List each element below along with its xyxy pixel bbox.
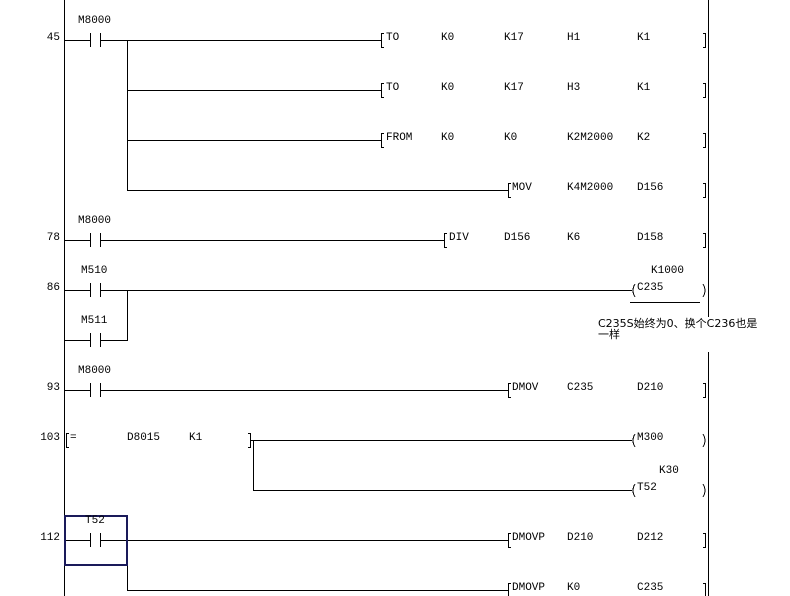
- operand: D156: [504, 232, 531, 244]
- step-number: 103: [40, 432, 60, 444]
- contact-label[interactable]: M8000: [78, 15, 112, 27]
- rung-78: [64, 233, 706, 248]
- operand: K1: [637, 82, 651, 94]
- operand: D210: [637, 382, 664, 394]
- coil-label[interactable]: M300: [637, 432, 664, 444]
- operand: K17: [504, 32, 524, 44]
- instruction[interactable]: TO: [386, 82, 400, 94]
- operand: K2: [637, 132, 651, 144]
- contact-label[interactable]: M511: [81, 315, 108, 327]
- rung-86: [64, 283, 706, 347]
- step-number: 112: [40, 532, 60, 544]
- instruction[interactable]: DIV: [449, 232, 469, 244]
- step-number: 93: [46, 382, 60, 394]
- operand: K0: [441, 82, 455, 94]
- coil-label[interactable]: T52: [637, 482, 657, 494]
- operand: K1: [637, 32, 651, 44]
- contact-label[interactable]: M510: [81, 265, 108, 277]
- contact-label[interactable]: M8000: [78, 215, 112, 227]
- step-number: 86: [46, 282, 60, 294]
- instruction[interactable]: DMOV: [512, 382, 539, 394]
- operand: H1: [567, 32, 581, 44]
- operand: K0: [441, 32, 455, 44]
- rung-112: [64, 533, 706, 596]
- operand: H3: [567, 82, 581, 94]
- coil-setting: K1000: [651, 265, 685, 277]
- operand: K17: [504, 82, 524, 94]
- instruction[interactable]: FROM: [386, 132, 413, 144]
- operand: K4M2000: [567, 182, 614, 194]
- rung-45: [64, 33, 706, 198]
- operand: K2M2000: [567, 132, 614, 144]
- operand: K1: [189, 432, 203, 444]
- selection-cursor[interactable]: [64, 515, 128, 566]
- instruction[interactable]: TO: [386, 32, 400, 44]
- operand: D212: [637, 532, 664, 544]
- step-number: 78: [46, 232, 60, 244]
- operand: D158: [637, 232, 664, 244]
- operand: K0: [504, 132, 518, 144]
- instruction[interactable]: MOV: [512, 182, 532, 194]
- operand: D8015: [127, 432, 161, 444]
- contact-label[interactable]: M8000: [78, 365, 112, 377]
- compare-operator[interactable]: =: [70, 432, 77, 444]
- step-number: 45: [46, 32, 60, 44]
- instruction[interactable]: DMOVP: [512, 582, 546, 594]
- rung-comment: C235S始终为0、换个C236也是一样: [598, 317, 758, 341]
- operand: C235: [567, 382, 594, 394]
- coil-label[interactable]: C235: [637, 282, 664, 294]
- operand: D156: [637, 182, 664, 194]
- operand: K6: [567, 232, 581, 244]
- rung-103: [66, 433, 706, 498]
- contact-label[interactable]: T52: [85, 515, 105, 527]
- operand: D210: [567, 532, 594, 544]
- operand: K0: [441, 132, 455, 144]
- rung-93: [64, 383, 706, 398]
- operand: K0: [567, 582, 581, 594]
- instruction[interactable]: DMOVP: [512, 532, 546, 544]
- coil-setting: K30: [659, 465, 679, 477]
- operand: C235: [637, 582, 664, 594]
